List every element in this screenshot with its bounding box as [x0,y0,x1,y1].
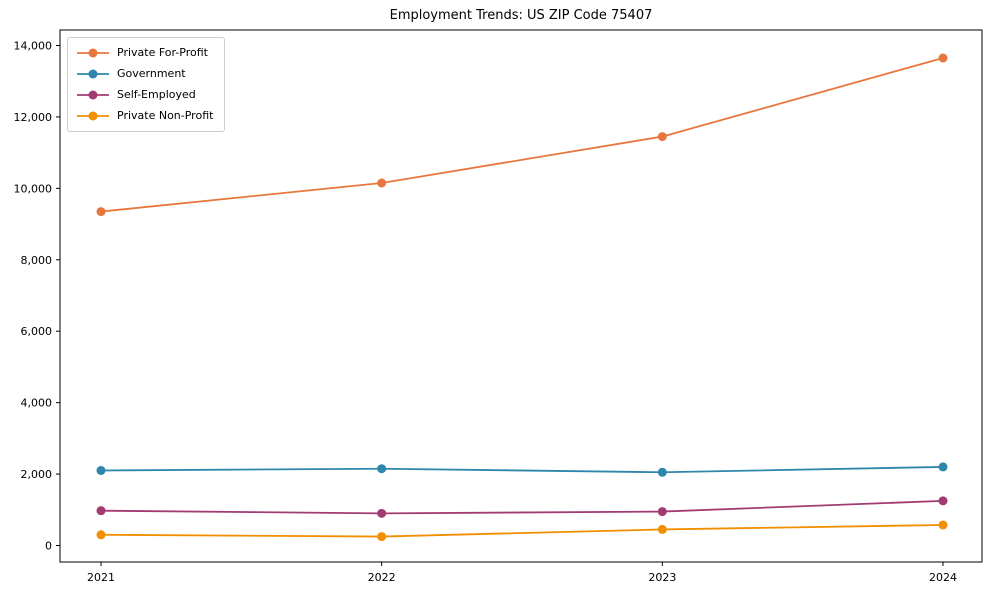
series-line-private-for-profit [100,57,944,213]
legend-item-label: Self-Employed [117,88,196,101]
y-tick-label: 4,000 [21,397,53,410]
data-point-private-for-profit [377,178,387,188]
legend-item: Private Non-Profit [77,109,213,123]
series-line-private-non-profit [100,524,944,538]
y-tick-label: 0 [45,540,52,553]
data-point-government [377,464,387,474]
legend-item-label: Private For-Profit [117,46,208,59]
y-tick-label: 6,000 [21,325,53,338]
chart-title: Employment Trends: US ZIP Code 75407 [389,8,653,23]
data-point-private-non-profit [96,530,106,540]
y-tick-label: 2,000 [21,468,53,481]
y-tick-label: 8,000 [21,254,53,267]
legend-item: Self-Employed [77,88,213,102]
x-tick-label: 2024 [929,571,957,584]
x-tick-label: 2021 [87,571,115,584]
legend-line-marker-icon [77,111,109,121]
data-point-self-employed [938,496,948,506]
x-tick-label: 2022 [368,571,396,584]
data-point-private-for-profit [657,132,667,142]
data-point-private-for-profit [938,53,948,63]
y-tick-label: 14,000 [14,40,53,53]
y-tick-label: 12,000 [14,111,53,124]
plot-border [59,29,983,563]
x-tick-label: 2023 [648,571,676,584]
legend-line-marker-icon [77,90,109,100]
legend-line-marker-icon [77,69,109,79]
data-point-government [938,462,948,472]
data-point-self-employed [377,508,387,518]
data-point-private-for-profit [96,207,106,217]
y-tick-label: 10,000 [14,182,53,195]
data-point-self-employed [657,507,667,517]
legend-item: Private For-Profit [77,46,213,60]
legend-item-label: Government [117,67,186,80]
data-point-private-non-profit [938,520,948,530]
series-line-self-employed [100,499,944,515]
legend-item: Government [77,67,213,81]
data-point-government [657,467,667,477]
data-point-private-non-profit [377,532,387,542]
legend: Private For-Profit Government Self-Employe… [67,37,226,132]
data-point-government [96,466,106,475]
legend-line-marker-icon [77,48,109,58]
legend-item-label: Private Non-Profit [117,109,214,122]
data-point-self-employed [96,506,106,516]
series-line-government [100,466,944,474]
data-point-private-non-profit [657,524,667,534]
